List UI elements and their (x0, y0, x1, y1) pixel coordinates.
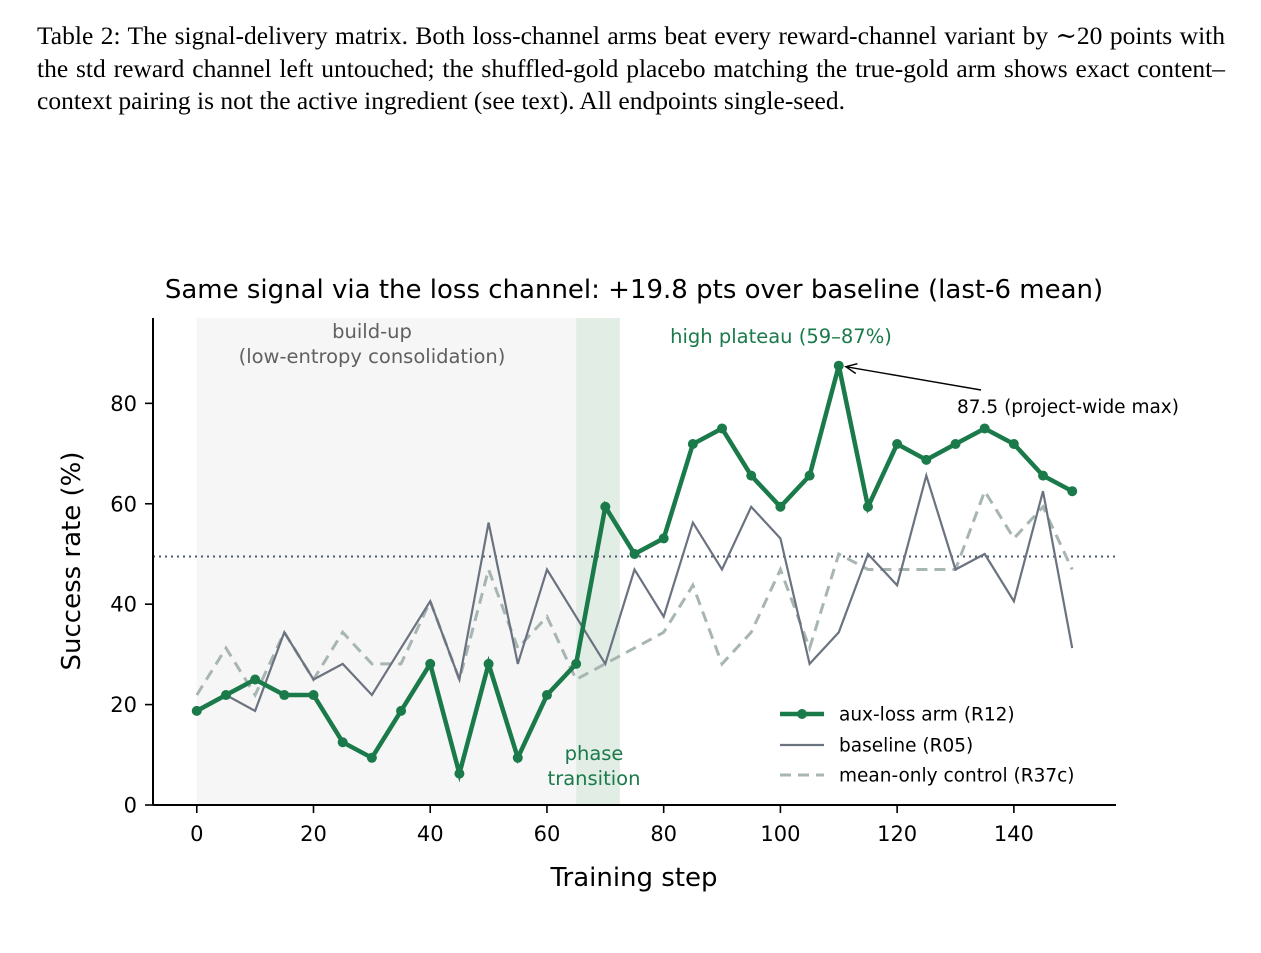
phase-transition-region (576, 318, 620, 805)
aux-loss-point (687, 439, 698, 450)
x-tick-label: 80 (650, 822, 677, 846)
legend: aux-loss arm (R12) baseline (R05) mean-onl… (780, 705, 1075, 787)
phase-label-line1: phase (565, 742, 624, 765)
chart-title: Same signal via the loss channel: +19.8 … (165, 275, 1103, 305)
aux-loss-point (279, 690, 290, 701)
aux-loss-point (979, 423, 990, 434)
x-tick-label: 100 (760, 822, 800, 846)
legend-aux-loss-label: aux-loss arm (R12) (839, 705, 1015, 726)
x-tick-label: 140 (994, 822, 1034, 846)
aux-loss-point (1008, 439, 1019, 450)
aux-loss-point (483, 658, 494, 669)
aux-loss-point (1038, 470, 1049, 481)
aux-loss-point (571, 658, 582, 669)
aux-loss-point (862, 501, 873, 512)
x-axis-label: Training step (549, 863, 717, 893)
aux-loss-point (892, 439, 903, 450)
aux-loss-point (337, 737, 348, 748)
buildup-label-line2: (low-entropy consolidation) (239, 345, 506, 368)
shaded-regions (196, 318, 620, 805)
aux-loss-point (717, 423, 728, 434)
y-tick-label: 60 (110, 492, 137, 516)
series-group (191, 360, 1078, 783)
aux-loss-point (1067, 486, 1078, 497)
aux-loss-point (425, 658, 436, 669)
aux-loss-point (396, 705, 407, 716)
aux-loss-point (541, 690, 552, 701)
legend-aux-loss-marker (797, 709, 807, 719)
aux-loss-point (658, 533, 669, 544)
legend-control-label: mean-only control (R37c) (839, 766, 1075, 787)
legend-baseline-label: baseline (R05) (839, 736, 973, 757)
plateau-annotation: high plateau (59–87%) (670, 325, 892, 348)
aux-loss-point (366, 752, 377, 763)
y-tick-label: 40 (110, 593, 137, 617)
control-line (195, 487, 1074, 699)
aux-loss-point (833, 360, 844, 371)
x-tick-label: 40 (417, 822, 444, 846)
y-tick-label: 20 (110, 693, 137, 717)
aux-loss-point (804, 470, 815, 481)
max-annotation-arrowhead (844, 362, 858, 375)
aux-loss-point (512, 752, 523, 763)
aux-loss-point (191, 705, 202, 716)
max-annotation-arrow (845, 366, 982, 391)
region-labels: build-up(low-entropy consolidation) phase… (239, 320, 641, 790)
x-tick-label: 60 (534, 822, 561, 846)
aux-loss-point (775, 501, 786, 512)
aux-loss-point (600, 501, 611, 512)
y-tick-label: 80 (110, 392, 137, 416)
ticks: 0 20 40 60 80 100 120 140 0 20 40 60 80 (110, 392, 1034, 846)
baseline-line (196, 471, 1074, 713)
aux-loss-point (308, 690, 319, 701)
x-tick-label: 120 (877, 822, 917, 846)
y-axis-label: Success rate (%) (57, 452, 87, 671)
aux-loss-point (454, 768, 465, 779)
aux-loss-point (629, 548, 640, 559)
phase-label-line2: transition (548, 767, 641, 790)
y-tick-label: 0 (124, 794, 137, 818)
buildup-region (196, 318, 577, 805)
aux-loss-point (250, 674, 261, 685)
aux-loss-point (921, 454, 932, 465)
annotations: high plateau (59–87%) 87.5 (project-wide … (670, 325, 1179, 418)
x-tick-label: 0 (190, 822, 203, 846)
buildup-label-line1: build-up (332, 320, 412, 343)
max-annotation-label: 87.5 (project-wide max) (957, 397, 1179, 418)
table-caption: Table 2: The signal-delivery matrix. Bot… (37, 21, 1225, 115)
x-tick-label: 20 (300, 822, 327, 846)
aux-loss-point (950, 439, 961, 450)
aux-loss-point (746, 470, 757, 481)
aux-loss-point (220, 690, 231, 701)
